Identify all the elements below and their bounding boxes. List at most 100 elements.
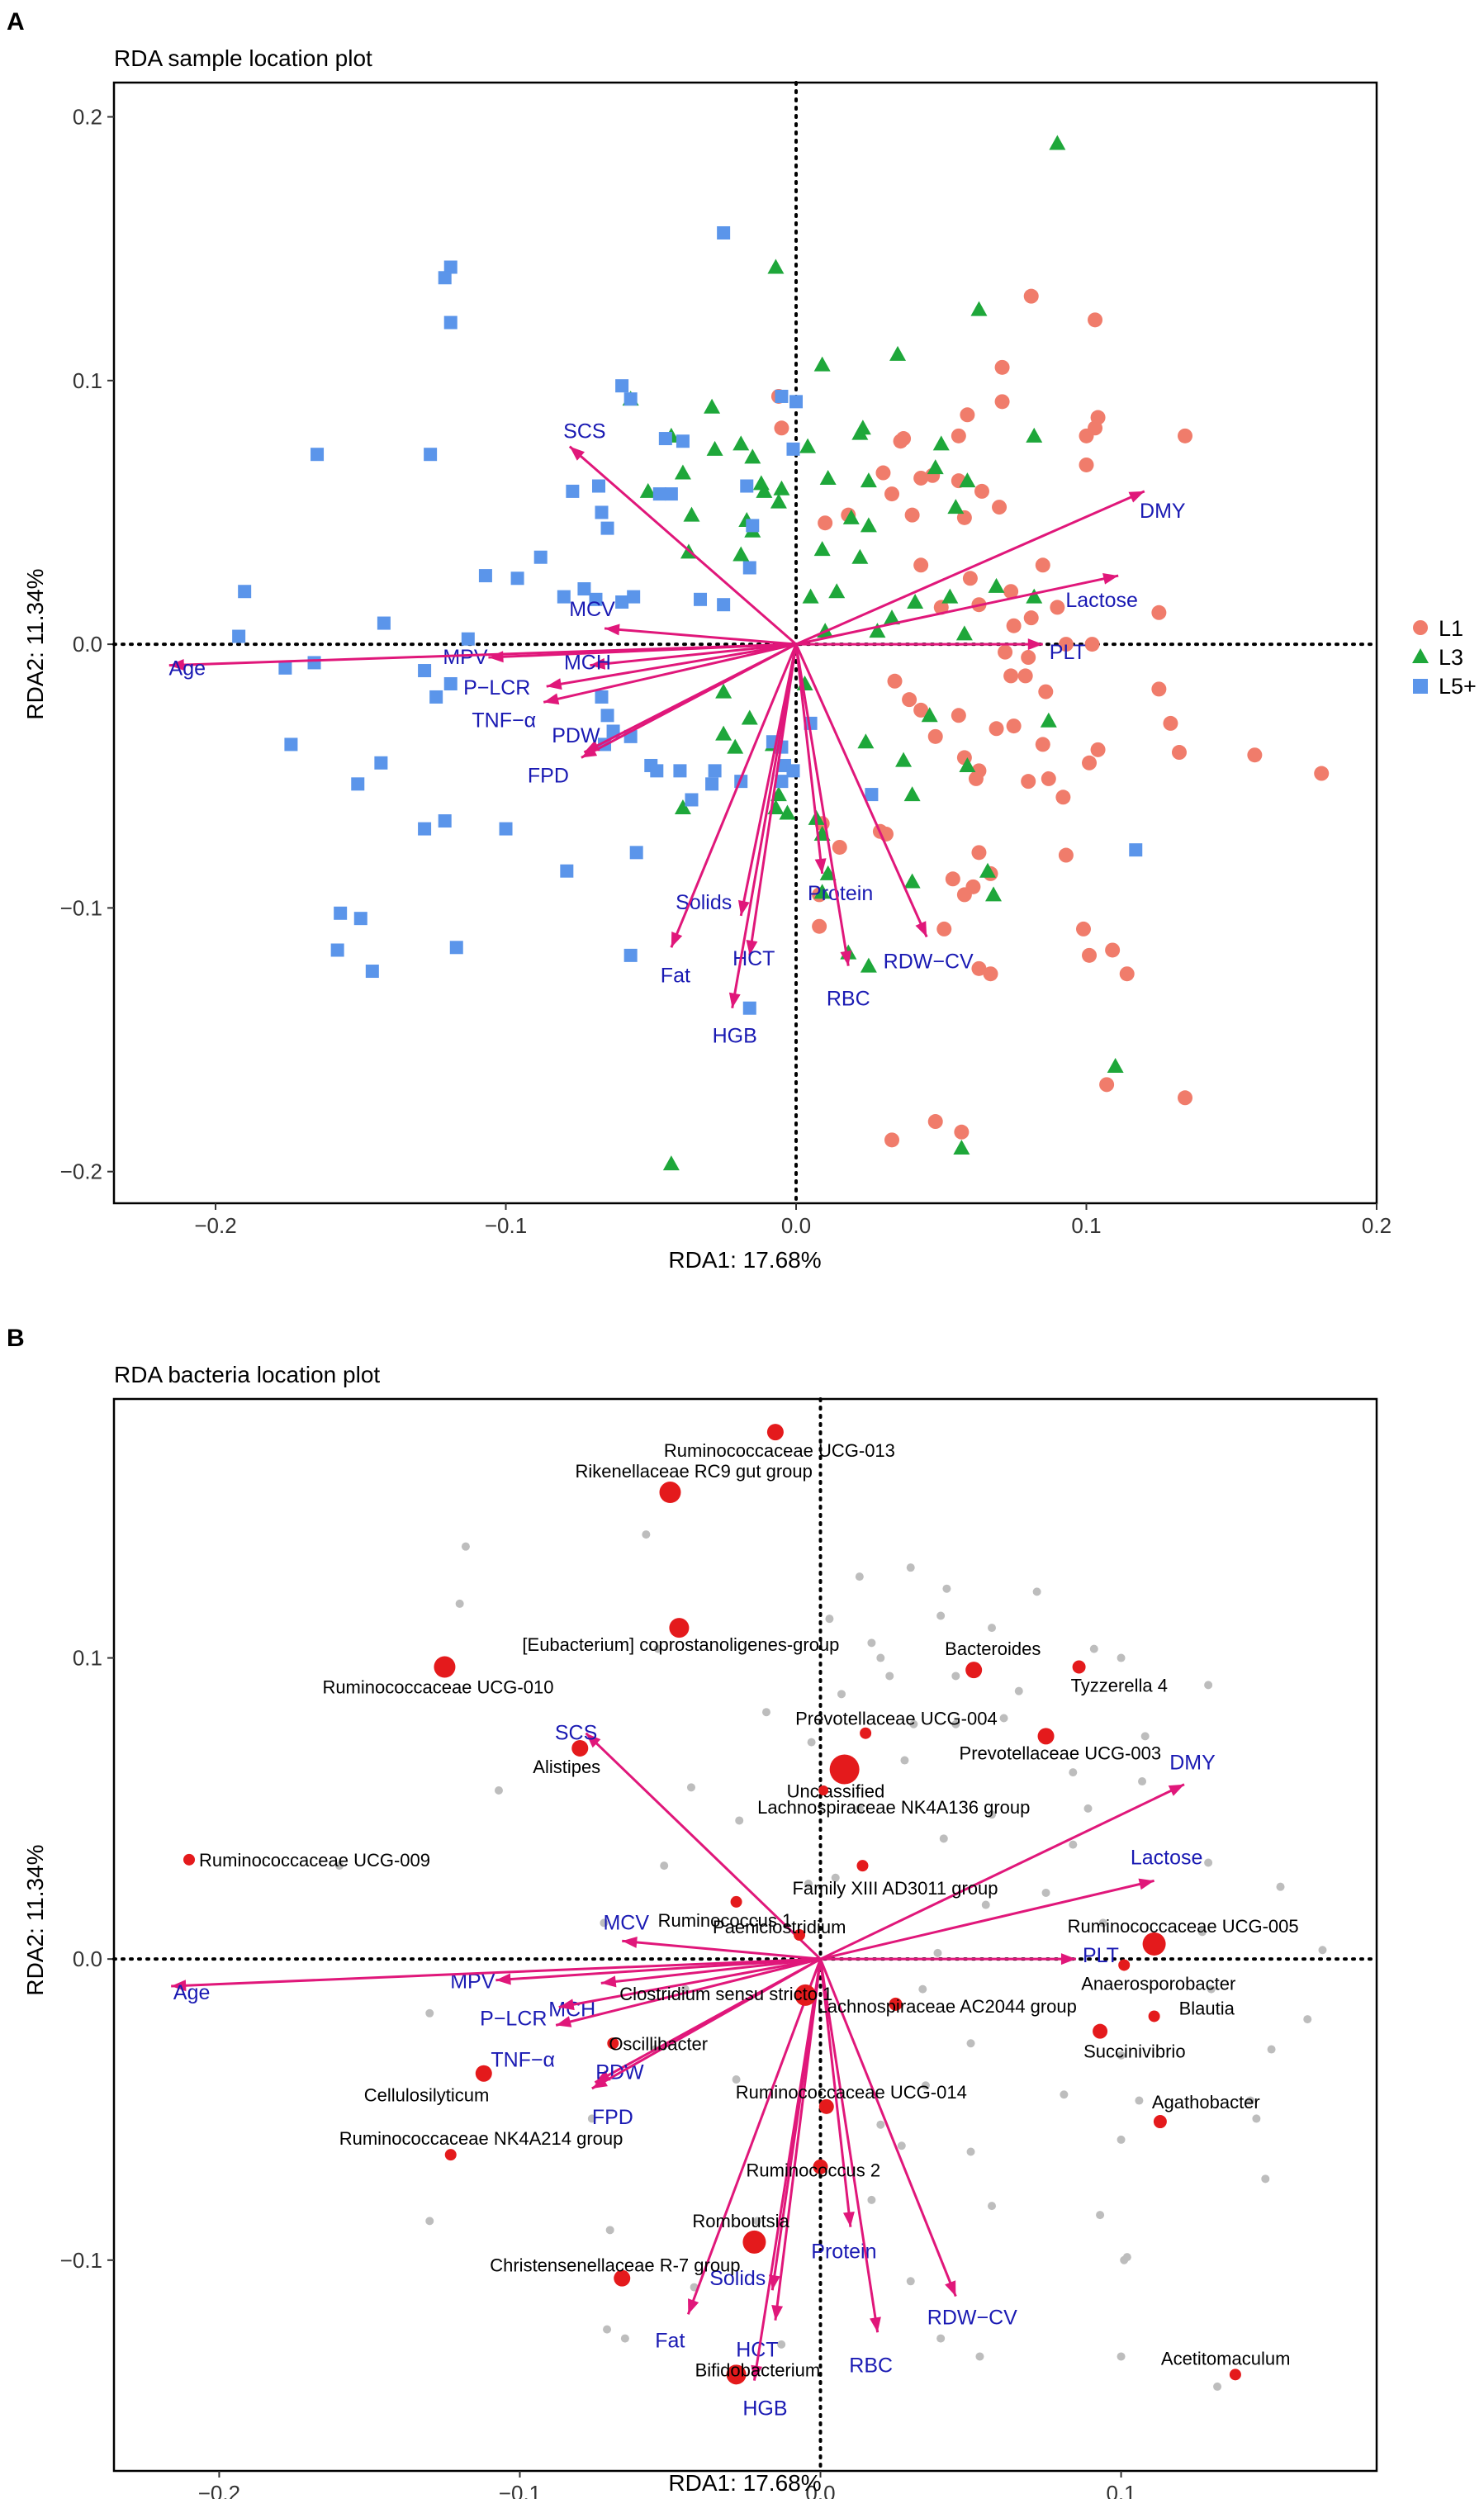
minor-bacteria-point <box>1117 1653 1126 1662</box>
point-l5 <box>560 864 574 878</box>
minor-bacteria-point <box>461 1542 470 1551</box>
panel-letter-a: A <box>7 8 25 36</box>
bacteria-label-ruminococcaceae-ucg-010: Ruminococcaceae UCG-010 <box>322 1677 553 1698</box>
arrow-label-fpd: FPD <box>592 2106 633 2129</box>
point-l5 <box>789 395 804 409</box>
minor-bacteria-point <box>1032 1587 1041 1596</box>
legend-marker-l1 <box>1413 620 1428 635</box>
bacteria-label-ruminococcaceae-ucg-009: Ruminococcaceae UCG-009 <box>199 1850 430 1871</box>
bacteria-point-ruminococcus-2 <box>813 2159 828 2174</box>
legend-label-l1: L1 <box>1439 616 1463 641</box>
minor-bacteria-point <box>831 1873 840 1882</box>
point-l1 <box>989 721 1004 737</box>
point-l1 <box>968 771 984 786</box>
x-axis-title-a: RDA1: 17.68% <box>668 1247 821 1273</box>
bacteria-label-succinivibrio: Succinivibrio <box>1083 2041 1186 2062</box>
point-l3 <box>970 301 988 316</box>
arrowhead-dmy <box>1128 491 1145 503</box>
arrowhead-protein <box>814 858 827 874</box>
sample-points <box>232 135 1330 1171</box>
bacteria-point-ruminococcaceae-ucg-013 <box>766 1424 784 1441</box>
point-l3 <box>860 517 877 533</box>
bacteria-point-succinivibrio <box>1093 2023 1108 2039</box>
point-l5 <box>615 379 629 393</box>
point-l1 <box>1082 947 1098 963</box>
x-tick-label: 0.0 <box>781 1213 811 1238</box>
minor-bacteria-point <box>1140 1732 1150 1741</box>
bacteria-label-ruminococcus-1: Ruminococcus 1 <box>658 1910 793 1931</box>
bacteria-point-oscillibacter <box>607 2037 619 2050</box>
point-l5 <box>478 569 492 583</box>
arrow-lactose <box>820 1879 1154 1961</box>
arrow-lactose <box>795 574 1119 646</box>
bacteria-label-ruminococcaceae-ucg-013: Ruminococcaceae UCG-013 <box>664 1440 895 1461</box>
arrow-fat <box>686 1958 822 2315</box>
point-l5 <box>705 777 719 791</box>
minor-bacteria-point <box>587 2114 596 2123</box>
arrow-label-p-lcr: P−LCR <box>480 2008 547 2031</box>
minor-bacteria-point <box>1197 1928 1207 1937</box>
arrow-label-tnf: TNF−α <box>491 2048 555 2071</box>
bacteria-point-prevotellaceae-ucg-003 <box>1037 1728 1055 1745</box>
minor-bacteria-point <box>951 1719 960 1728</box>
bacteria-label-clostridium-sensu-stricto-1: Clostridium sensu stricto 1 <box>619 1984 832 2004</box>
arrowhead-rbc <box>840 950 852 966</box>
point-l1 <box>1023 610 1039 626</box>
y-tick-label: −0.2 <box>60 1159 102 1184</box>
arrow-rdw-cv <box>819 1958 957 2297</box>
point-l1 <box>927 728 943 744</box>
point-l1 <box>1038 684 1054 699</box>
point-l1 <box>1314 766 1330 781</box>
point-l1 <box>962 571 978 586</box>
point-l3 <box>744 448 761 464</box>
bacteria-label-family-xiii-ad3011-group: Family XIII AD3011 group <box>792 1878 998 1899</box>
bacteria-point-bacteroides <box>965 1662 983 1679</box>
point-l1 <box>1003 584 1019 600</box>
point-l3 <box>733 435 750 451</box>
minor-bacteria-point <box>1213 2382 1222 2391</box>
arrow-label-mcv: MCV <box>603 1911 649 1934</box>
arrowhead-p-lcr <box>546 678 562 690</box>
bacteria-label-lachnospiraceae-nk4a136-group: Lachnospiraceae NK4A136 group <box>757 1797 1030 1818</box>
arrow-age <box>168 643 797 667</box>
minor-bacteria-point <box>600 1918 609 1928</box>
point-l1 <box>1119 966 1135 982</box>
point-l1 <box>1105 942 1121 958</box>
arrowhead-hgb <box>751 2364 763 2381</box>
arrow-mch <box>600 1957 821 1984</box>
arrowhead-mcv <box>605 624 620 636</box>
arrow-label-scs: SCS <box>563 420 605 443</box>
minor-bacteria-point <box>855 1804 864 1813</box>
point-l1 <box>936 921 952 937</box>
point-l5 <box>717 225 731 239</box>
bacteria-label-ruminococcus-2: Ruminococcus 2 <box>747 2160 881 2181</box>
bacteria-point-romboutsia <box>742 2230 766 2254</box>
bacteria-label-anaerosporobacter: Anaerosporobacter <box>1081 1973 1235 1994</box>
bacteria-point-family-xiii-ad3011-group <box>856 1860 869 1872</box>
point-l5 <box>238 585 252 599</box>
y-tick-label: 0.0 <box>73 1947 102 1971</box>
arrow-p-lcr <box>546 643 797 688</box>
arrow-mch <box>590 643 797 667</box>
minor-bacteria-point <box>1120 2255 1129 2264</box>
minor-bacteria-point <box>1069 1840 1078 1849</box>
minor-bacteria-point <box>1204 1681 1213 1690</box>
bacteria-label-acetitomaculum: Acetitomaculum <box>1161 2348 1291 2369</box>
point-l5 <box>377 616 391 630</box>
point-l1 <box>902 692 917 708</box>
minor-bacteria-point <box>804 1880 813 1889</box>
arrow-label-solids: Solids <box>676 891 732 914</box>
point-l1 <box>1003 668 1019 684</box>
point-l1 <box>927 1114 943 1130</box>
legend-marker-l3 <box>1412 648 1429 663</box>
point-l3 <box>955 625 973 641</box>
point-l3 <box>813 884 831 899</box>
point-l5 <box>595 505 609 519</box>
point-l3 <box>799 438 817 453</box>
arrow-label-plt: PLT <box>1050 641 1086 664</box>
legend-label-l5: L5+ <box>1439 674 1477 699</box>
arrow-hgb <box>752 1958 822 2381</box>
minor-bacteria-point <box>1014 1686 1023 1695</box>
bacteria-label-ruminococcaceae-ucg-005: Ruminococcaceae UCG-005 <box>1068 1916 1299 1937</box>
arrow-label-hgb: HGB <box>713 1025 757 1048</box>
